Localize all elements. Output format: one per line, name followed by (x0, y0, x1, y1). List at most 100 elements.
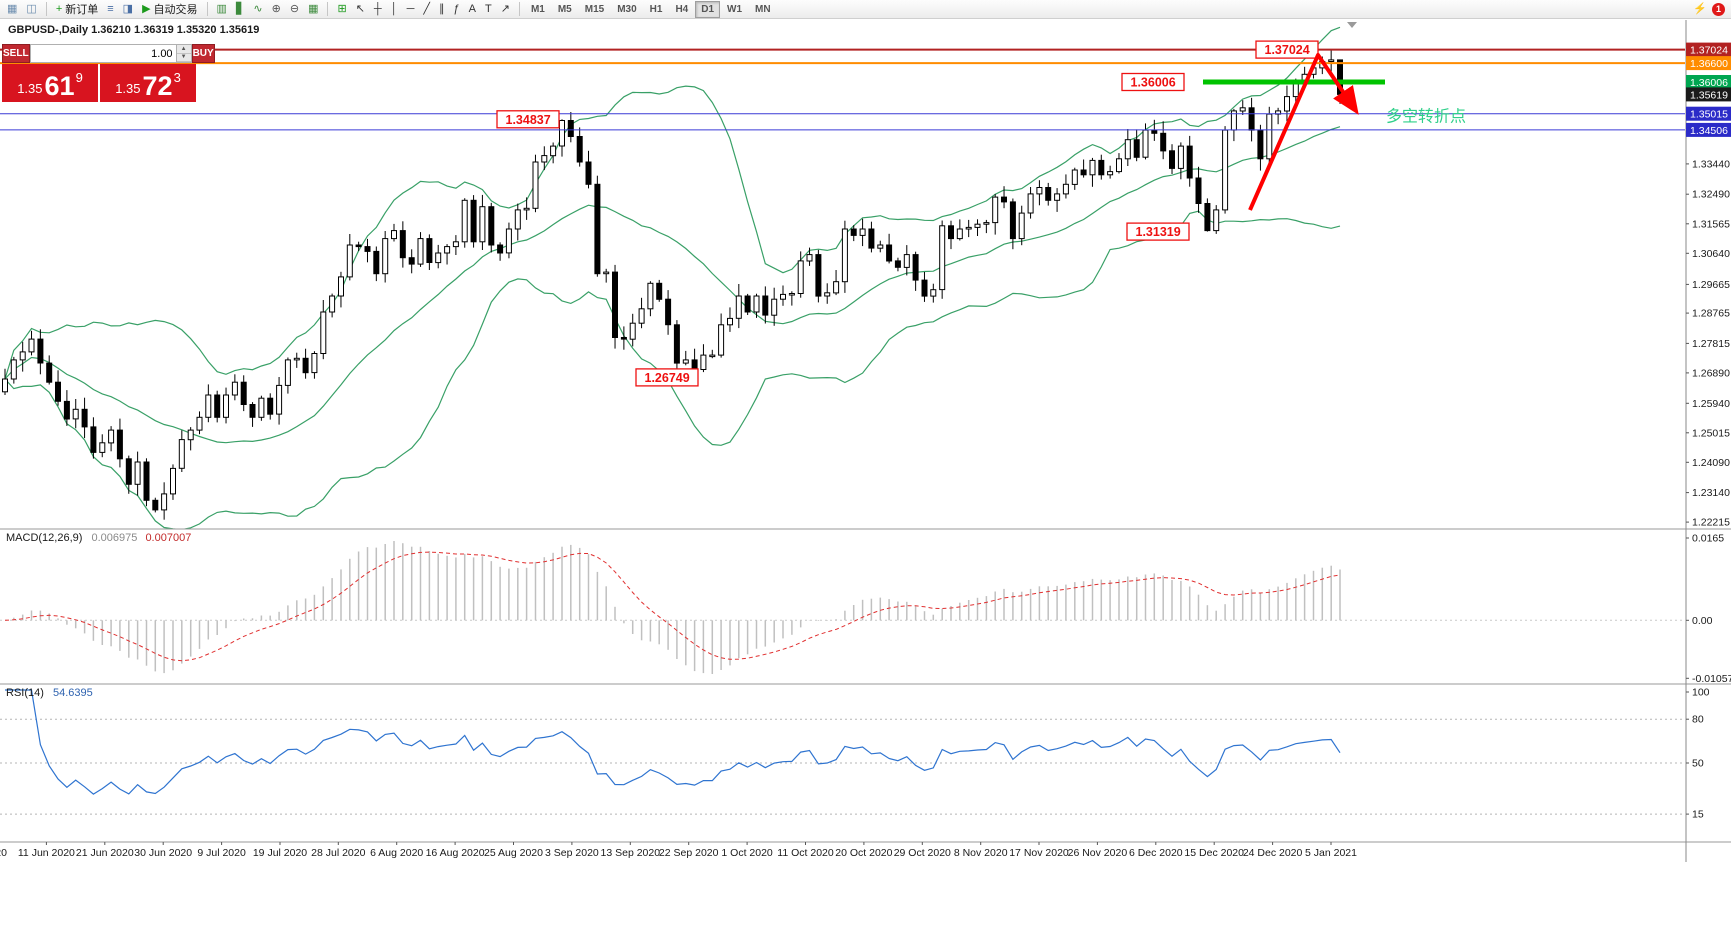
timeframe-w1-button[interactable]: W1 (721, 1, 748, 18)
buy-price-big: 72 (142, 71, 173, 102)
turning-point-annotation[interactable]: 多空转折点 (1386, 107, 1466, 125)
bollinger-bands (4, 26, 1341, 529)
text-icon: A (468, 2, 476, 15)
chart-ohlc-header: GBPUSD-,Daily 1.36210 1.36319 1.35320 1.… (8, 24, 260, 36)
data-window-button[interactable]: ◨ (119, 1, 137, 18)
time-axis-label: 8 Nov 2020 (954, 847, 1008, 859)
sell-price-big: 61 (44, 71, 75, 102)
price-axis-label: 1.27815 (1692, 338, 1730, 350)
sell-price-prefix: 1.35 (17, 81, 43, 96)
buy-button[interactable]: BUY (191, 44, 215, 63)
macd-name: MACD(12,26,9) (6, 532, 83, 544)
buy-price-display[interactable]: 1.35 72 3 (100, 64, 196, 102)
timeframe-h4-button[interactable]: H4 (669, 1, 694, 18)
crosshair-icon: ┼ (373, 2, 382, 15)
time-axis-label: 28 Jul 2020 (311, 847, 365, 859)
bar-chart-button[interactable]: ▥ (213, 1, 231, 18)
autotrading-button[interactable]: ▶ 自动交易 (138, 1, 201, 18)
channel-button[interactable]: ∥ (435, 1, 449, 18)
svg-text:1.31319: 1.31319 (1136, 225, 1181, 239)
timeframe-h1-button[interactable]: H1 (644, 1, 669, 18)
support-resistance-segment[interactable] (1203, 79, 1385, 85)
zoom-in-button[interactable]: ⊕ (268, 1, 285, 18)
market-watch-icon: ≡ (107, 2, 114, 15)
price-callout[interactable]: 1.37024 (1255, 40, 1319, 59)
timeframe-m1-button[interactable]: M1 (525, 1, 551, 18)
notification-badge[interactable]: 1 (1712, 2, 1725, 16)
time-axis-label: 13 Sep 2020 (601, 847, 661, 859)
time-axis-label: 1 Oct 2020 (721, 847, 773, 859)
zoom-in-icon: ⊕ (271, 2, 281, 15)
rsi-axis-label: 15 (1692, 809, 1704, 821)
lightning-icon[interactable]: ⚡ (1693, 2, 1707, 15)
cursor-button[interactable]: ↖ (352, 1, 369, 18)
horizontal-line-icon: ─ (406, 2, 415, 15)
market-watch-button[interactable]: ≡ (103, 1, 117, 18)
trendline-button[interactable]: ╱ (419, 1, 434, 18)
candlestick-chart-button[interactable]: ▋ (232, 1, 248, 18)
time-axis-label: 5 Jan 2021 (1305, 847, 1357, 859)
fibonacci-button[interactable]: ƒ (450, 1, 464, 18)
price-axis[interactable]: 1.33440 1.32490 1.31565 1.30640 1.29665 1.287… (1686, 42, 1731, 529)
vertical-line-button[interactable]: │ (387, 1, 402, 18)
sell-button[interactable]: SELL (2, 44, 30, 63)
new-order-button[interactable]: + 新订单 (52, 1, 102, 18)
channel-icon: ∥ (439, 2, 445, 15)
chart-profiles-button[interactable]: ◫ (22, 1, 40, 18)
timeframe-m5-button[interactable]: M5 (552, 1, 578, 18)
fibonacci-icon: ƒ (453, 2, 460, 15)
line-chart-icon: ∿ (253, 2, 263, 15)
price-axis-tag: 1.35619 (1686, 87, 1731, 102)
timeframe-m30-button[interactable]: M30 (611, 1, 642, 18)
price-axis-label: 1.25940 (1692, 398, 1730, 410)
price-callout[interactable]: 1.36006 (1121, 72, 1185, 92)
new-chart-button[interactable]: ▦ (3, 1, 21, 18)
time-axis-label: 19 Jul 2020 (253, 847, 307, 859)
arrows-button[interactable]: ↗ (497, 1, 514, 18)
price-axis-tag: 1.36600 (1686, 56, 1731, 71)
new-chart-icon: ▦ (7, 2, 18, 15)
svg-text:1.37024: 1.37024 (1265, 43, 1310, 57)
price-callout[interactable]: 1.34837 (496, 110, 560, 129)
price-axis-label: 1.33440 (1692, 158, 1730, 170)
svg-text:1.36600: 1.36600 (1690, 58, 1728, 70)
cursor-icon: ↖ (355, 2, 365, 15)
trend-arrow-annotation[interactable] (1248, 53, 1359, 211)
zoom-out-button[interactable]: ⊖ (286, 1, 303, 18)
time-axis-label: 29 Oct 2020 (894, 847, 951, 859)
price-callout[interactable]: 1.26749 (635, 368, 699, 387)
buy-price-prefix: 1.35 (115, 81, 141, 96)
toolbar-separator (327, 2, 329, 16)
volume-increase-button[interactable]: ▲ (176, 45, 191, 54)
price-callout[interactable]: 1.31319 (1126, 222, 1190, 241)
price-axis-label: 1.31565 (1692, 218, 1730, 230)
crosshair-button[interactable]: ┼ (370, 1, 386, 18)
indicators-button[interactable]: ⊞ (333, 1, 350, 18)
macd-value-signal: 0.007007 (145, 532, 192, 544)
line-chart-button[interactable]: ∿ (249, 1, 266, 18)
timeframe-mn-button[interactable]: MN (749, 1, 777, 18)
time-axis-label: 11 Oct 2020 (777, 847, 834, 859)
volume-decrease-button[interactable]: ▼ (176, 53, 191, 62)
time-axis-label: 25 Aug 2020 (484, 847, 543, 859)
sell-price-display[interactable]: 1.35 61 9 (2, 64, 98, 102)
horizontal-line-button[interactable]: ─ (403, 1, 419, 18)
text-label-button[interactable]: T (481, 1, 496, 18)
price-axis-label: 1.23140 (1692, 487, 1730, 499)
volume-input[interactable] (30, 45, 176, 62)
text-button[interactable]: A (465, 1, 480, 18)
time-axis-label: 6 Dec 2020 (1129, 847, 1183, 859)
main-price-pane (2, 26, 1343, 529)
rsi-value: 54.6395 (52, 687, 93, 699)
chart-shift-marker[interactable] (1347, 22, 1357, 28)
price-axis-label: 1.32490 (1692, 189, 1730, 201)
arrange-windows-button[interactable]: ▦ (304, 1, 322, 18)
timeframe-d1-button[interactable]: D1 (695, 0, 721, 18)
timeframe-m15-button[interactable]: M15 (579, 1, 610, 18)
svg-text:1.35619: 1.35619 (1690, 89, 1728, 101)
time-axis-label: 22 Sep 2020 (659, 847, 719, 859)
vertical-line-icon: │ (390, 2, 398, 15)
